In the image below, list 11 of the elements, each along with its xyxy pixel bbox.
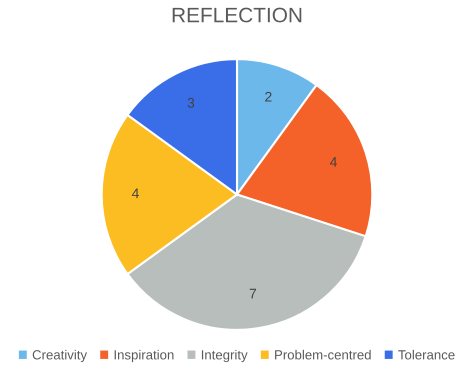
legend-label: Tolerance bbox=[398, 350, 455, 360]
data-label: 4 bbox=[132, 188, 139, 198]
legend-label: Integrity bbox=[202, 350, 248, 362]
legend-label: Creativity bbox=[32, 350, 88, 362]
chart-title: REFLECTION bbox=[172, 8, 302, 22]
data-label: 7 bbox=[250, 288, 256, 298]
data-label: 4 bbox=[330, 157, 337, 167]
data-label: 2 bbox=[265, 92, 272, 102]
legend-label: Problem-centred bbox=[275, 350, 371, 360]
legend-label: Inspiration bbox=[114, 350, 174, 362]
data-label: 3 bbox=[188, 98, 194, 108]
